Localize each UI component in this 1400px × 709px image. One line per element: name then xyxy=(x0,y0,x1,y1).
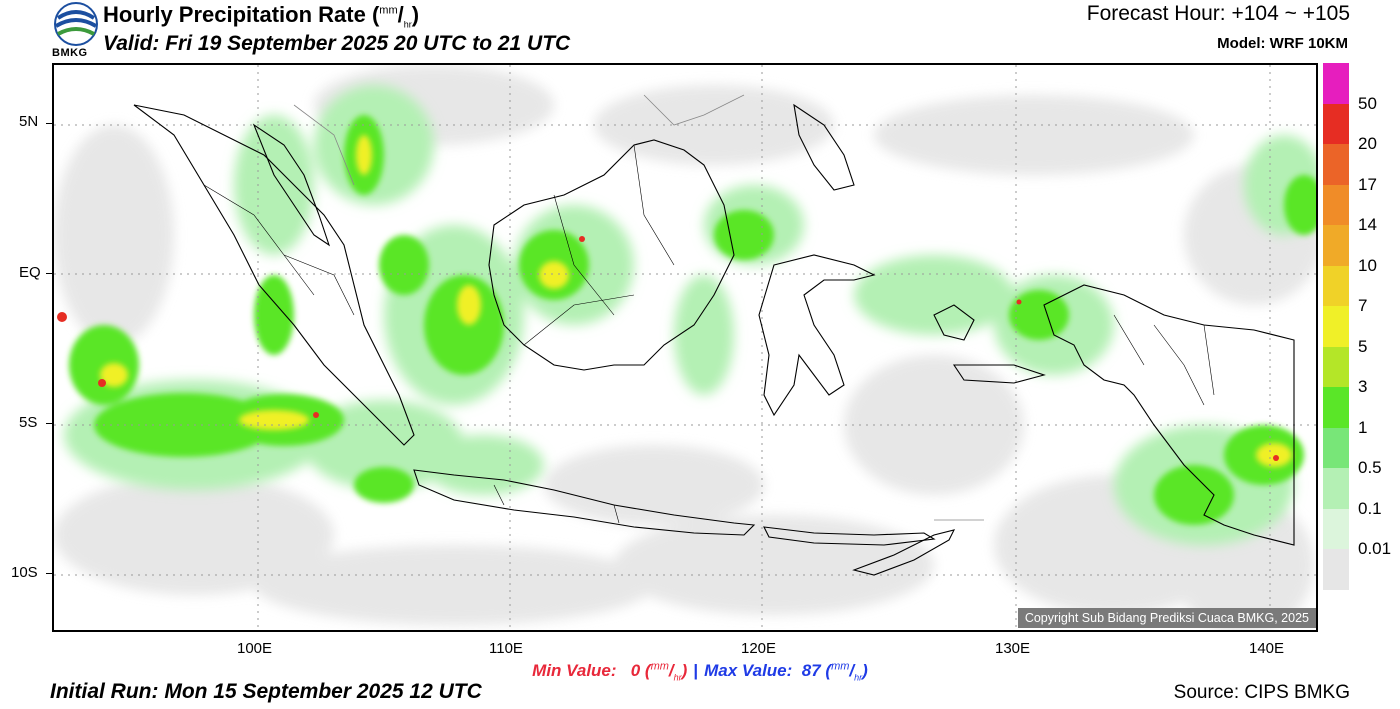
borneo-coast xyxy=(488,139,735,371)
lon-tick-100e: 100E xyxy=(237,640,273,657)
halmahera-coast xyxy=(933,304,975,341)
min-value: Min Value: 0 (mm/hr) xyxy=(532,660,688,683)
title-close: ) xyxy=(411,2,420,27)
coastlines xyxy=(133,103,1295,576)
lon-tick-110e: 110E xyxy=(489,640,523,657)
colorbar-swatch xyxy=(1323,468,1349,510)
lat-tick-mark xyxy=(46,123,52,124)
malay-peninsula-coast xyxy=(252,123,331,247)
colorbar-label: 14 xyxy=(1358,215,1377,235)
country-borders xyxy=(293,94,984,521)
timor-coast xyxy=(852,529,956,576)
precipitation-map[interactable] xyxy=(52,63,1318,632)
graticule xyxy=(54,65,1316,630)
min-max-separator: | xyxy=(693,660,699,680)
source-label: Source: CIPS BMKG xyxy=(1173,682,1350,703)
bmkg-logo xyxy=(50,0,102,60)
colorbar-label: 5 xyxy=(1358,336,1368,356)
colorbar-label: 0.1 xyxy=(1358,498,1382,518)
model-label: Model: WRF 10KM xyxy=(1217,35,1348,52)
colorbar-swatch xyxy=(1323,265,1349,307)
lat-tick-mark xyxy=(46,573,52,574)
chart-title: Hourly Precipitation Rate (mm/hr) xyxy=(103,2,420,30)
heavy-rain-layer xyxy=(100,135,1292,467)
title-unit-den: hr xyxy=(403,19,412,30)
colorbar-label: 50 xyxy=(1358,93,1377,113)
colorbar-swatch xyxy=(1323,144,1349,186)
lat-tick-5n: 5N xyxy=(19,113,39,130)
intense-rain-layer xyxy=(57,236,1279,461)
title-unit-num: mm xyxy=(379,4,398,17)
lon-tick-130e: 130E xyxy=(995,640,1031,657)
lon-tick-140e: 140E xyxy=(1249,640,1285,657)
colorbar-swatch xyxy=(1323,63,1349,105)
colorbar-swatch xyxy=(1323,549,1349,591)
colorbar-swatch xyxy=(1323,225,1349,267)
colorbar-swatch xyxy=(1323,346,1349,388)
colorbar-label: 0.01 xyxy=(1358,539,1392,559)
sumatra-coast xyxy=(133,104,415,446)
lat-tick-10s: 10S xyxy=(11,564,38,581)
colorbar-swatch xyxy=(1323,103,1349,145)
forecast-hour: Forecast Hour: +104 ~ +105 xyxy=(1086,2,1350,25)
colorbar-swatch xyxy=(1323,306,1349,348)
colorbar-label: 0.5 xyxy=(1358,458,1382,478)
colorbar-label: 1 xyxy=(1358,417,1368,437)
bmkg-emblem-icon xyxy=(54,2,98,46)
sulawesi-coast xyxy=(758,254,876,417)
lesser-sunda-coast xyxy=(763,526,936,546)
colorbar-swatch xyxy=(1323,387,1349,429)
colorbar-swatch xyxy=(1323,184,1349,226)
lat-tick-5s: 5S xyxy=(19,414,38,431)
valid-time: Valid: Fri 19 September 2025 20 UTC to 2… xyxy=(103,32,571,55)
logo-text: BMKG xyxy=(52,47,88,59)
colorbar-swatch xyxy=(1323,427,1349,469)
seram-coast xyxy=(952,364,1046,384)
colorbar-label: 3 xyxy=(1358,377,1368,397)
map-canvas xyxy=(54,65,1316,630)
colorbar xyxy=(1323,63,1349,591)
java-coast xyxy=(413,469,756,536)
lat-tick-mark xyxy=(46,423,52,424)
lat-tick-mark xyxy=(46,273,52,274)
min-max-values: Min Value: 0 (mm/hr) | Max Value: 87 (mm/h… xyxy=(0,660,1400,682)
lat-tick-eq: EQ xyxy=(19,264,41,281)
initial-run: Initial Run: Mon 15 September 2025 12 UT… xyxy=(50,680,482,703)
light-precip-layer xyxy=(54,65,1316,630)
colorbar-label: 10 xyxy=(1358,255,1377,275)
copyright-notice: Copyright Sub Bidang Prediksi Cuaca BMKG… xyxy=(1017,608,1316,628)
lon-tick-120e: 120E xyxy=(741,640,777,657)
colorbar-label: 17 xyxy=(1358,174,1377,194)
colorbar-label: 20 xyxy=(1358,134,1377,154)
province-borders xyxy=(203,144,1215,524)
philippines-coast xyxy=(793,103,855,191)
max-value: Max Value: 87 (mm/hr) xyxy=(704,660,868,683)
colorbar-swatch xyxy=(1323,508,1349,550)
papua-coast xyxy=(1043,284,1295,546)
title-text: Hourly Precipitation Rate ( xyxy=(103,2,380,27)
colorbar-label: 7 xyxy=(1358,296,1368,316)
